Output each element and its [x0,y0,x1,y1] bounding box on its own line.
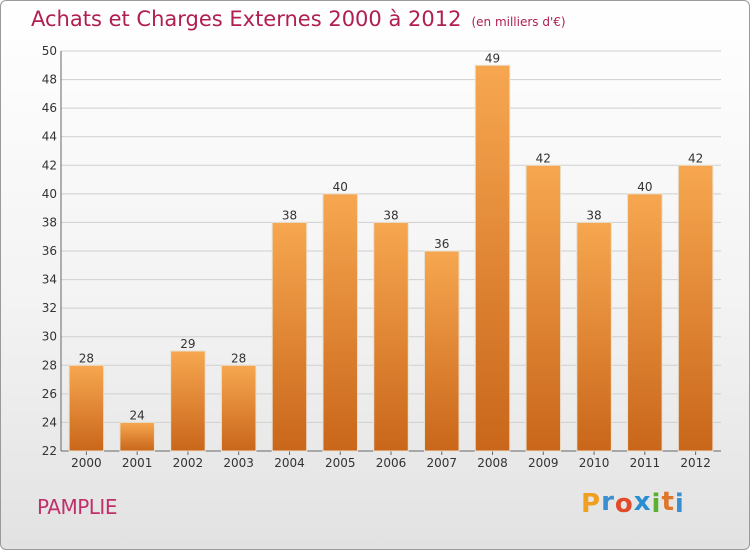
value-label: 36 [434,237,449,251]
y-tick-label: 36 [42,244,57,258]
chart-unit: (en milliers d'€) [471,15,566,29]
commune-name: PAMPLIE [37,495,117,519]
y-tick-label: 24 [42,415,57,429]
value-label: 42 [536,151,551,165]
value-label: 42 [688,151,703,165]
x-tick-label: 2004 [274,456,305,470]
y-tick-label: 48 [42,73,57,87]
y-tick-label: 40 [42,187,57,201]
bar [627,193,663,452]
x-tick-label: 2012 [680,456,711,470]
bar [525,164,562,452]
bar [119,421,155,452]
value-label: 29 [180,337,195,351]
bar [576,221,612,452]
logo-letter: P [581,489,602,519]
bar [677,164,714,452]
logo-letter: x [633,487,652,517]
bar [68,364,105,452]
y-tick-label: 38 [42,215,57,229]
value-label: 49 [485,51,500,65]
value-label: 28 [79,351,94,365]
value-label: 28 [231,351,246,365]
logo-letter: o [614,489,634,519]
logo-letter: r [601,487,615,517]
bar [322,193,358,452]
y-tick-label: 22 [42,444,57,458]
chart-title: Achats et Charges Externes 2000 à 2012 (e… [31,7,566,31]
value-label: 38 [383,208,398,222]
value-label: 24 [130,408,145,422]
logo-letter: i [651,489,662,519]
x-tick-label: 2011 [630,456,661,470]
x-tick-label: 2009 [528,456,559,470]
y-tick-label: 46 [42,101,57,115]
proxiti-logo: Proxiti [581,487,685,519]
bar [424,250,460,452]
y-tick-label: 34 [42,273,57,287]
x-tick-label: 2002 [173,456,204,470]
bar [474,64,511,452]
y-tick-label: 30 [42,330,57,344]
x-tick-label: 2007 [426,456,457,470]
bar [170,350,206,452]
y-tick-label: 42 [42,158,57,172]
bar [373,221,409,452]
value-label: 40 [333,180,348,194]
x-tick-label: 2006 [376,456,407,470]
y-tick-label: 26 [42,387,57,401]
logo-letter: i [674,489,685,519]
y-tick-label: 28 [42,358,57,372]
x-tick-label: 2000 [71,456,102,470]
x-tick-label: 2010 [579,456,610,470]
y-tick-label: 44 [42,130,57,144]
y-tick-label: 32 [42,301,57,315]
logo-letter: t [661,487,675,517]
x-tick-label: 2001 [122,456,153,470]
value-label: 38 [282,208,297,222]
bar [271,221,308,452]
labels: 28 24 29 28 38 40 38 36 49 42 38 40 42 [79,51,704,422]
x-tick-label: 2003 [223,456,254,470]
bars [68,64,714,452]
bar [220,364,257,452]
value-label: 38 [586,208,601,222]
chart-title-text: Achats et Charges Externes 2000 à 2012 [31,7,462,31]
x-tick-label: 2005 [325,456,356,470]
x-tick-label: 2008 [477,456,508,470]
y-tick-label: 50 [42,44,57,58]
value-label: 40 [637,180,652,194]
